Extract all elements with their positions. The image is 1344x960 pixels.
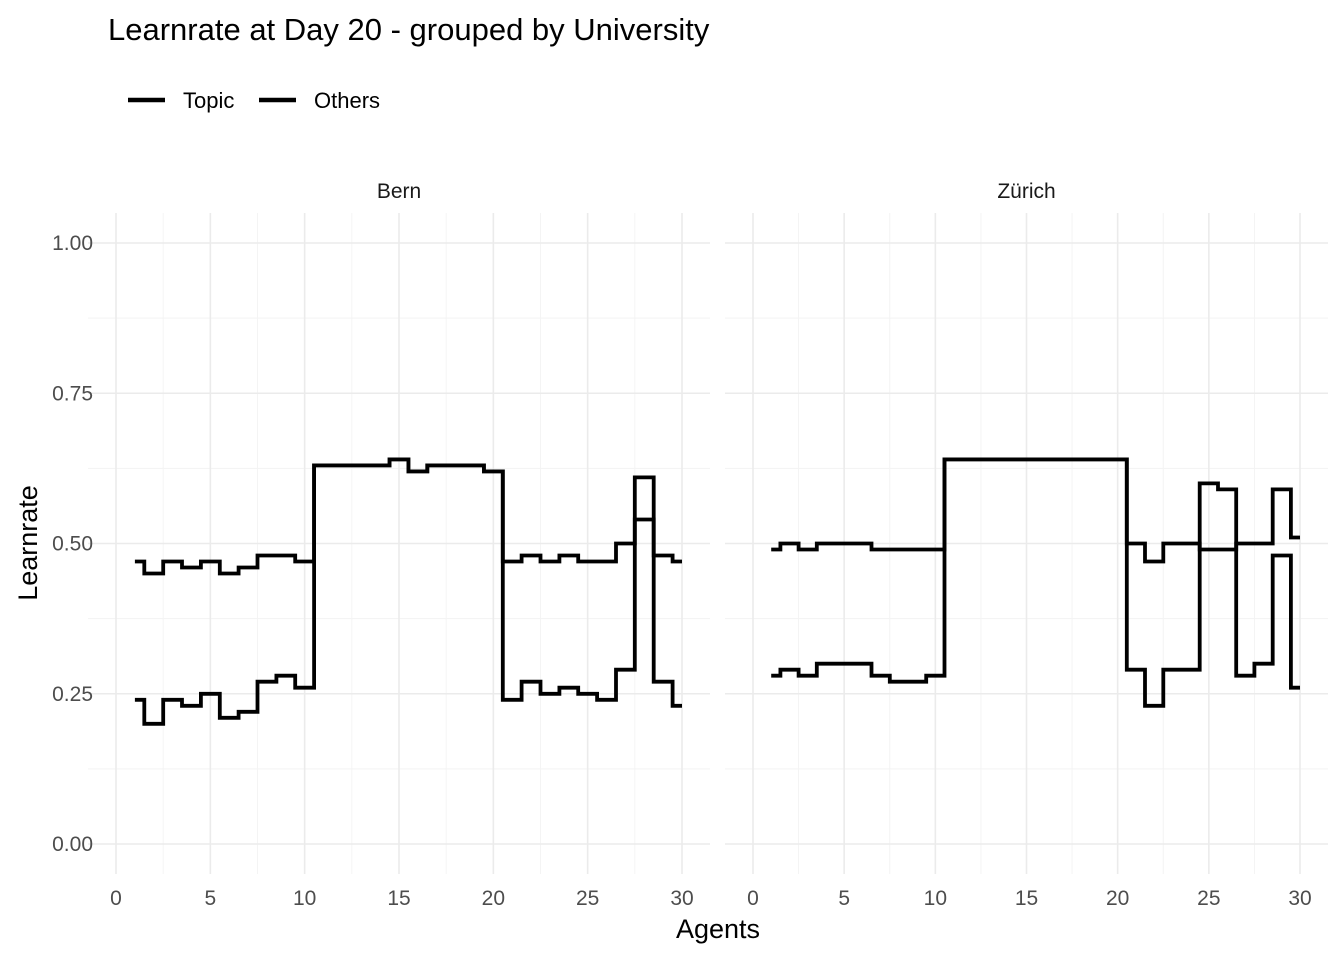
x-tick-label: 5 xyxy=(204,887,216,910)
y-tick-label: 1.00 xyxy=(52,232,93,255)
panel-strip-label: Bern xyxy=(377,180,421,203)
x-tick-label: 0 xyxy=(747,887,759,910)
legend-label: Topic xyxy=(183,88,234,113)
panel-1: Bern 0 5 10 15 20 25 30 0.00 0.25 0.50 0.75 1.00 xyxy=(52,180,710,910)
x-tick-label: 30 xyxy=(670,887,693,910)
y-tick-label: 0.75 xyxy=(52,382,93,405)
x-tick-label: 5 xyxy=(838,887,850,910)
y-tick-label: 0.50 xyxy=(52,533,93,556)
legend-label: Others xyxy=(314,88,380,113)
x-tick-label: 20 xyxy=(482,887,505,910)
series-line-2 xyxy=(134,457,682,726)
series-line-1 xyxy=(134,457,682,576)
x-axis-title: Agents xyxy=(676,914,760,944)
chart-title: Learnrate at Day 20 - grouped by Univers… xyxy=(108,12,710,47)
y-tick-label: 0.25 xyxy=(52,683,93,706)
x-tick-label: 25 xyxy=(1197,887,1220,910)
x-tick-label: 25 xyxy=(576,887,599,910)
x-tick-label: 0 xyxy=(110,887,122,910)
gridlines xyxy=(88,213,710,874)
x-tick-label: 10 xyxy=(924,887,947,910)
y-tick-label: 0.00 xyxy=(52,833,93,856)
x-tick-label: 20 xyxy=(1106,887,1129,910)
legend: Topic Others xyxy=(128,88,380,113)
x-tick-label: 10 xyxy=(293,887,316,910)
series-line-1 xyxy=(771,457,1300,564)
panel-2: Zürich 0 5 10 15 20 25 30 xyxy=(725,180,1328,910)
legend-item-2: Others xyxy=(259,88,380,113)
legend-item-1: Topic xyxy=(128,88,234,113)
x-tick-label: 15 xyxy=(387,887,410,910)
panel-strip-label: Zürich xyxy=(997,180,1055,203)
y-axis-title: Learnrate xyxy=(13,485,43,601)
x-tick-label: 30 xyxy=(1288,887,1311,910)
facet-panels: Bern 0 5 10 15 20 25 30 0.00 0.25 0.50 0.75 1.00 Züri… xyxy=(52,180,1328,910)
series-line-2 xyxy=(771,457,1300,708)
x-tick-label: 15 xyxy=(1015,887,1038,910)
